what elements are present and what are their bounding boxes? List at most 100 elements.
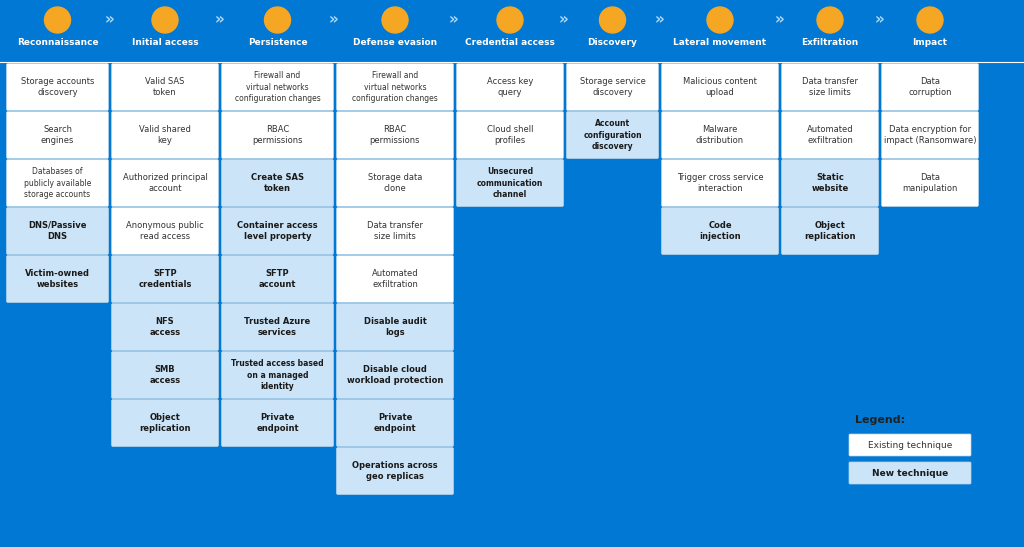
Text: SFTP
credentials: SFTP credentials [138, 269, 191, 289]
FancyBboxPatch shape [849, 434, 971, 456]
Text: RBAC
permissions: RBAC permissions [370, 125, 420, 145]
Text: »: » [559, 13, 569, 27]
Circle shape [918, 7, 943, 33]
FancyBboxPatch shape [781, 207, 879, 254]
Text: Trigger cross service
interaction: Trigger cross service interaction [677, 173, 763, 193]
FancyBboxPatch shape [221, 399, 334, 446]
Text: Authorized principal
account: Authorized principal account [123, 173, 208, 193]
Text: Automated
exfiltration: Automated exfiltration [372, 269, 419, 289]
Circle shape [497, 7, 523, 33]
Text: Account
configuration
discovery: Account configuration discovery [584, 119, 642, 150]
FancyBboxPatch shape [112, 207, 218, 254]
FancyBboxPatch shape [662, 112, 778, 159]
Text: Private
endpoint: Private endpoint [256, 413, 299, 433]
Text: Persistence: Persistence [248, 38, 307, 47]
FancyBboxPatch shape [6, 160, 109, 207]
FancyBboxPatch shape [337, 160, 454, 207]
Text: Malware
distribution: Malware distribution [696, 125, 744, 145]
Circle shape [382, 7, 408, 33]
FancyBboxPatch shape [112, 399, 218, 446]
Text: »: » [104, 13, 114, 27]
FancyBboxPatch shape [337, 352, 454, 399]
Text: Container access
level property: Container access level property [238, 221, 317, 241]
Text: Storage accounts
discovery: Storage accounts discovery [20, 77, 94, 97]
Text: Defense evasion: Defense evasion [353, 38, 437, 47]
FancyBboxPatch shape [882, 63, 979, 110]
Text: Data transfer
size limits: Data transfer size limits [802, 77, 858, 97]
FancyBboxPatch shape [781, 63, 879, 110]
Circle shape [599, 7, 626, 33]
Text: Private
endpoint: Private endpoint [374, 413, 417, 433]
Text: Firewall and
virtual networks
configuration changes: Firewall and virtual networks configurat… [234, 72, 321, 103]
FancyBboxPatch shape [221, 304, 334, 351]
Text: Static
website: Static website [811, 173, 849, 193]
FancyBboxPatch shape [337, 207, 454, 254]
FancyBboxPatch shape [6, 255, 109, 302]
FancyBboxPatch shape [781, 112, 879, 159]
Text: Discovery: Discovery [588, 38, 637, 47]
Text: Disable cloud
workload protection: Disable cloud workload protection [347, 365, 443, 385]
Text: Operations across
geo replicas: Operations across geo replicas [352, 461, 438, 481]
FancyBboxPatch shape [6, 207, 109, 254]
Text: »: » [874, 13, 884, 27]
Text: Anonymous public
read access: Anonymous public read access [126, 221, 204, 241]
Text: »: » [329, 13, 339, 27]
FancyBboxPatch shape [112, 255, 218, 302]
Text: »: » [450, 13, 459, 27]
Text: Existing technique: Existing technique [867, 440, 952, 450]
Text: Search
engines: Search engines [41, 125, 74, 145]
FancyBboxPatch shape [849, 462, 971, 484]
Text: Disable audit
logs: Disable audit logs [364, 317, 426, 337]
Text: Storage data
clone: Storage data clone [368, 173, 422, 193]
Circle shape [707, 7, 733, 33]
FancyBboxPatch shape [457, 112, 563, 159]
Text: Data
manipulation: Data manipulation [902, 173, 957, 193]
Text: Trusted access based
on a managed
identity: Trusted access based on a managed identi… [231, 359, 324, 391]
FancyBboxPatch shape [781, 160, 879, 207]
FancyBboxPatch shape [882, 160, 979, 207]
FancyBboxPatch shape [662, 207, 778, 254]
Text: Create SAS
token: Create SAS token [251, 173, 304, 193]
Text: Object
replication: Object replication [804, 221, 856, 241]
Text: Access key
query: Access key query [486, 77, 534, 97]
Text: Object
replication: Object replication [139, 413, 190, 433]
Text: SMB
access: SMB access [150, 365, 180, 385]
FancyBboxPatch shape [337, 447, 454, 494]
FancyBboxPatch shape [882, 112, 979, 159]
Text: Data transfer
size limits: Data transfer size limits [367, 221, 423, 241]
FancyBboxPatch shape [112, 112, 218, 159]
FancyBboxPatch shape [112, 352, 218, 399]
Text: Initial access: Initial access [132, 38, 199, 47]
Text: »: » [214, 13, 224, 27]
FancyBboxPatch shape [221, 63, 334, 110]
Text: DNS/Passive
DNS: DNS/Passive DNS [29, 221, 87, 241]
Text: NFS
access: NFS access [150, 317, 180, 337]
FancyBboxPatch shape [337, 304, 454, 351]
Text: Data
corruption: Data corruption [908, 77, 951, 97]
FancyBboxPatch shape [337, 255, 454, 302]
Text: Impact: Impact [912, 38, 947, 47]
FancyBboxPatch shape [457, 63, 563, 110]
Text: »: » [654, 13, 664, 27]
Text: Databases of
publicly available
storage accounts: Databases of publicly available storage … [24, 167, 91, 199]
FancyBboxPatch shape [112, 304, 218, 351]
Text: Data encryption for
impact (Ransomware): Data encryption for impact (Ransomware) [884, 125, 976, 145]
FancyBboxPatch shape [337, 112, 454, 159]
Text: Code
injection: Code injection [699, 221, 740, 241]
FancyBboxPatch shape [662, 63, 778, 110]
FancyBboxPatch shape [221, 112, 334, 159]
Text: Legend:: Legend: [855, 415, 905, 425]
Circle shape [817, 7, 843, 33]
FancyBboxPatch shape [221, 352, 334, 399]
Text: Valid SAS
token: Valid SAS token [145, 77, 184, 97]
Text: Trusted Azure
services: Trusted Azure services [245, 317, 310, 337]
FancyBboxPatch shape [337, 399, 454, 446]
Text: Credential access: Credential access [465, 38, 555, 47]
Text: Storage service
discovery: Storage service discovery [580, 77, 645, 97]
FancyBboxPatch shape [457, 160, 563, 207]
Text: Automated
exfiltration: Automated exfiltration [807, 125, 853, 145]
Text: New technique: New technique [871, 468, 948, 478]
FancyBboxPatch shape [566, 63, 658, 110]
FancyBboxPatch shape [337, 63, 454, 110]
Text: Unsecured
communication
channel: Unsecured communication channel [477, 167, 543, 199]
